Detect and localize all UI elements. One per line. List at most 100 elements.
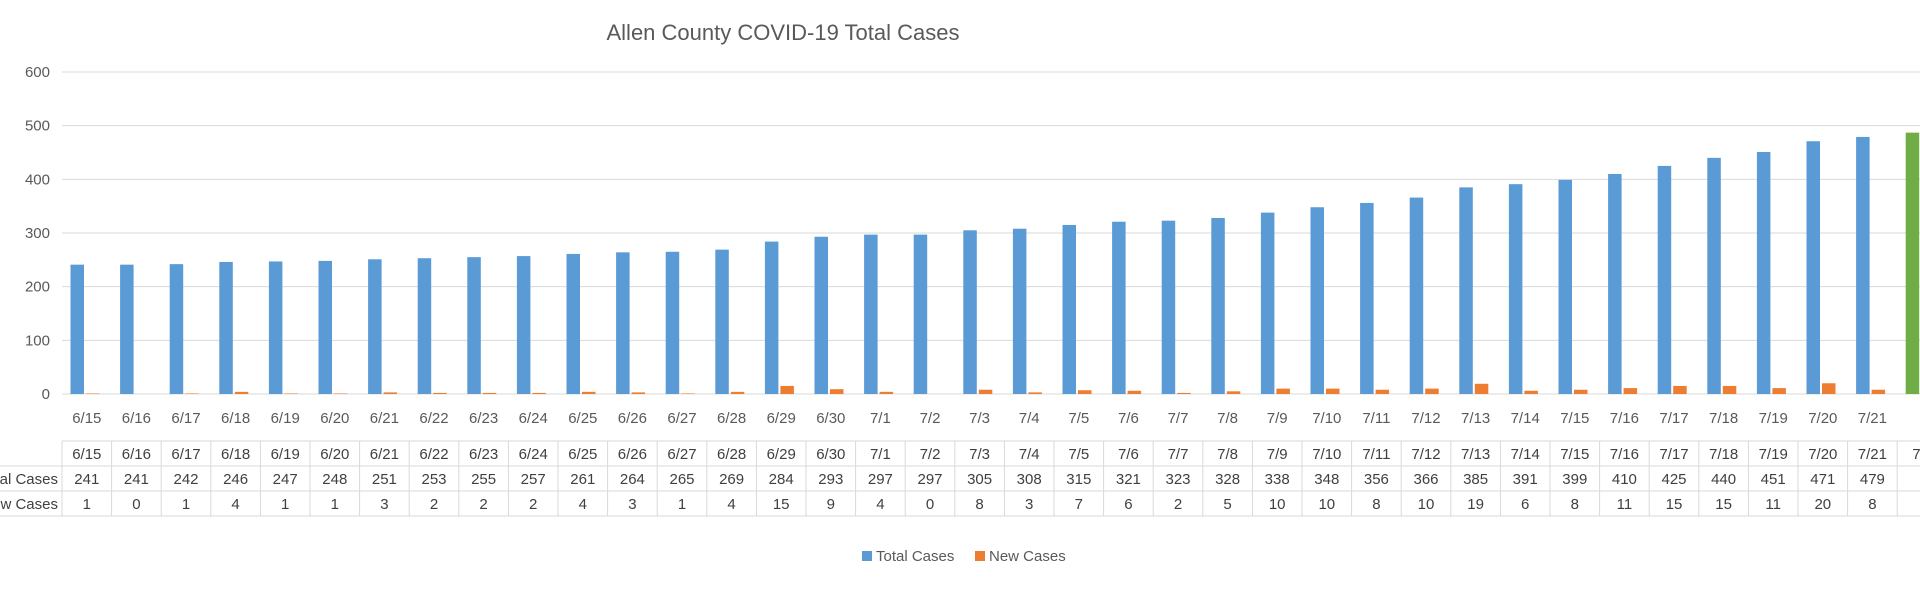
table-cell-new-cases-7-7: 2: [1174, 496, 1182, 513]
table-cell-total-cases-6-17: 242: [173, 471, 198, 488]
table-cell-new-cases-7-18: 15: [1715, 496, 1732, 513]
bar-total-cases-6-17: [169, 264, 184, 394]
table-header-7-21: 7/21: [1858, 446, 1887, 463]
bar-total-cases-7-19: [1756, 151, 1771, 394]
bar-new-cases-6-19: [284, 393, 298, 394]
table-cell-total-cases-7-10: 348: [1314, 471, 1339, 488]
table-header-7-17: 7/17: [1659, 446, 1688, 463]
x-tick-label-6-28: 6/28: [717, 410, 746, 427]
table-header-7-11: 7/11: [1362, 446, 1390, 463]
table-header-6-25: 6/25: [568, 446, 597, 463]
bar-total-cases-7-22: [1905, 132, 1920, 395]
legend-swatch-total-cases: [862, 551, 872, 561]
table-cell-total-cases-7-14: 391: [1513, 471, 1538, 488]
table-header-6-20: 6/20: [320, 446, 349, 463]
table-cell-new-cases-7-14: 6: [1521, 496, 1529, 513]
x-tick-label-6-23: 6/23: [469, 410, 498, 427]
table-cell-new-cases-7-20: 20: [1814, 496, 1831, 513]
x-tick-label-7-1: 7/1: [870, 410, 891, 427]
bar-total-cases-7-3: [963, 230, 977, 394]
x-tick-label-7-12: 7/12: [1411, 410, 1440, 427]
bar-total-cases-7-21: [1856, 136, 1870, 395]
y-tick-label-600: 600: [25, 64, 50, 81]
table-cell-total-cases-6-18: 246: [223, 471, 248, 488]
chart-title: Allen County COVID-19 Total Cases: [607, 20, 960, 45]
table-cell-total-cases-7-7: 323: [1165, 471, 1190, 488]
table-cell-total-cases-6-19: 247: [273, 471, 298, 488]
bar-total-cases-6-21: [368, 259, 382, 394]
bar-new-cases-6-30: [830, 389, 844, 394]
table-cell-total-cases-6-30: 293: [818, 471, 843, 488]
table-cell-new-cases-6-28: 4: [727, 496, 735, 513]
bar-total-cases-7-10: [1310, 207, 1324, 394]
table-header-6-16: 6/16: [122, 446, 151, 463]
table-cell-new-cases-6-20: 1: [331, 496, 339, 513]
bar-new-cases-6-20: [334, 393, 348, 394]
bar-new-cases-6-29: [780, 385, 794, 394]
bar-total-cases-6-25: [566, 253, 580, 394]
y-tick-label-300: 300: [25, 225, 50, 242]
table-cell-total-cases-6-22: 253: [421, 471, 446, 488]
table-cell-total-cases-7-8: 328: [1215, 471, 1240, 488]
x-tick-label-7-21: 7/21: [1858, 410, 1887, 427]
bar-new-cases-6-23: [482, 392, 497, 394]
table-cell-new-cases-7-13: 19: [1467, 496, 1484, 513]
bar-total-cases-7-11: [1360, 202, 1374, 394]
table-cell-new-cases-7-3: 8: [975, 496, 983, 513]
y-tick-label-0: 0: [42, 386, 50, 403]
table-cell-new-cases-7-8: 5: [1223, 496, 1231, 513]
x-tick-label-6-21: 6/21: [370, 410, 399, 427]
x-axis-labels: 6/15 6/16 6/17 6/18 6/19 6/20 6/21 6/22 6/23 6/24…: [72, 410, 1887, 427]
bar-total-cases-6-23: [467, 257, 481, 394]
table-cell-new-cases-6-17: 1: [182, 496, 190, 513]
bar-new-cases-7-1: [879, 391, 894, 394]
table-cell-total-cases-6-29: 284: [769, 471, 794, 488]
x-tick-label-6-19: 6/19: [271, 410, 300, 427]
data-table: 6/1524116/1624106/1724216/1824646/192471…: [0, 440, 1920, 517]
table-cell-total-cases-7-16: 410: [1612, 471, 1637, 488]
bar-new-cases-7-7: [1177, 392, 1191, 394]
table-header-6-19: 6/19: [271, 446, 300, 463]
table-header-7-7: 7/7: [1168, 446, 1189, 463]
x-tick-label-6-18: 6/18: [221, 410, 250, 427]
bar-total-cases-6-22: [417, 258, 432, 394]
table-cell-total-cases-7-13: 385: [1463, 471, 1488, 488]
legend-label-new-cases: New Cases: [989, 548, 1066, 565]
table-header-6-29: 6/29: [767, 446, 796, 463]
table-header-7-19: 7/19: [1759, 446, 1788, 463]
table-cell-total-cases-6-21: 251: [372, 471, 397, 488]
x-tick-label-6-30: 6/30: [816, 410, 845, 427]
table-header-7-13: 7/13: [1461, 446, 1490, 463]
table-cell-new-cases-6-27: 1: [678, 496, 686, 513]
table-cell-new-cases-7-2: 0: [926, 496, 934, 513]
table-header-7-14: 7/14: [1511, 446, 1540, 463]
table-cell-total-cases-6-15: 241: [74, 471, 99, 488]
table-header-7-5: 7/5: [1068, 446, 1089, 463]
table-cell-new-cases-7-16: 11: [1617, 496, 1633, 513]
bar-new-cases-6-18: [234, 391, 249, 394]
bar-total-cases-7-8: [1211, 217, 1225, 394]
table-header-7-3: 7/3: [969, 446, 990, 463]
x-tick-label-7-19: 7/19: [1759, 410, 1788, 427]
table-cell-new-cases-6-18: 4: [231, 496, 239, 513]
x-tick-label-6-27: 6/27: [667, 410, 696, 427]
x-tick-label-7-6: 7/6: [1118, 410, 1139, 427]
table-cell-total-cases-7-21: 479: [1860, 471, 1885, 488]
bar-new-cases-6-27: [681, 393, 695, 394]
y-tick-label-400: 400: [25, 171, 50, 188]
bar-new-cases-7-17: [1673, 385, 1687, 394]
table-header-6-24: 6/24: [519, 446, 548, 463]
legend: Total Cases New Cases: [862, 548, 1066, 565]
gridlines: [62, 71, 1920, 395]
x-tick-label-7-11: 7/11: [1362, 410, 1390, 427]
table-cell-new-cases-6-29: 15: [773, 496, 790, 513]
table-cell-total-cases-7-4: 308: [1017, 471, 1042, 488]
bar-total-cases-7-16: [1608, 173, 1622, 394]
bar-total-cases-7-9: [1260, 212, 1275, 394]
table-header-7-10: 7/10: [1312, 446, 1341, 463]
table-cell-total-cases-7-17: 425: [1661, 471, 1686, 488]
table-cell-total-cases-7-5: 315: [1066, 471, 1091, 488]
table-header-6-23: 6/23: [469, 446, 498, 463]
bar-total-cases-6-15: [70, 264, 84, 394]
